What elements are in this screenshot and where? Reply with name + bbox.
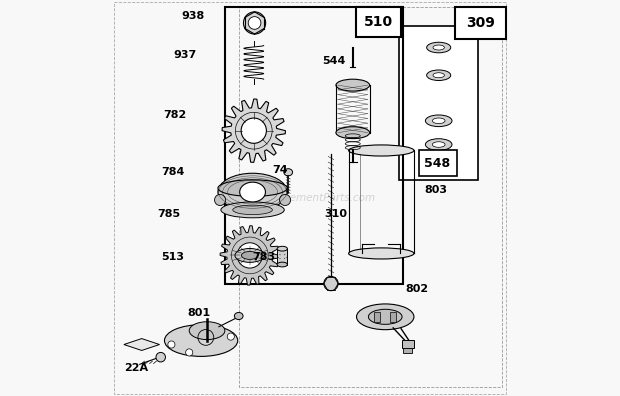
Text: 782: 782 <box>164 110 187 120</box>
Ellipse shape <box>218 180 287 196</box>
Text: 801: 801 <box>187 308 210 318</box>
Circle shape <box>248 17 261 29</box>
Bar <box>277 249 288 265</box>
Ellipse shape <box>218 173 287 211</box>
Ellipse shape <box>348 145 414 156</box>
Ellipse shape <box>277 246 288 251</box>
Text: 544: 544 <box>322 56 345 67</box>
Ellipse shape <box>240 182 265 202</box>
Bar <box>239 7 502 387</box>
Bar <box>399 26 478 180</box>
Ellipse shape <box>277 262 288 267</box>
Circle shape <box>228 333 234 340</box>
Text: ©ReplacementParts.com: ©ReplacementParts.com <box>244 193 376 203</box>
Text: 310: 310 <box>324 209 347 219</box>
Ellipse shape <box>235 249 265 263</box>
Text: 784: 784 <box>161 167 185 177</box>
Text: 74: 74 <box>272 165 288 175</box>
Bar <box>404 348 412 353</box>
Ellipse shape <box>284 169 293 176</box>
Bar <box>419 150 456 176</box>
Text: 22A: 22A <box>124 363 148 373</box>
Ellipse shape <box>242 251 258 259</box>
Polygon shape <box>222 99 285 162</box>
Text: 510: 510 <box>363 15 392 29</box>
Ellipse shape <box>164 325 237 356</box>
Text: 309: 309 <box>466 16 495 30</box>
Ellipse shape <box>221 202 284 218</box>
Circle shape <box>241 118 267 143</box>
Ellipse shape <box>425 115 452 127</box>
Circle shape <box>156 352 166 362</box>
Text: 548: 548 <box>425 157 451 169</box>
Ellipse shape <box>427 42 451 53</box>
Circle shape <box>237 243 262 268</box>
Circle shape <box>215 194 226 206</box>
Bar <box>355 7 401 37</box>
Ellipse shape <box>433 73 445 78</box>
Ellipse shape <box>348 248 414 259</box>
Ellipse shape <box>433 45 445 50</box>
Ellipse shape <box>336 127 370 139</box>
Bar <box>225 7 403 284</box>
Text: 938: 938 <box>181 11 205 21</box>
Text: 937: 937 <box>174 50 197 61</box>
Bar <box>374 312 381 322</box>
Polygon shape <box>220 226 280 285</box>
Ellipse shape <box>432 142 445 147</box>
Text: 803: 803 <box>425 185 448 195</box>
Ellipse shape <box>336 79 370 91</box>
Circle shape <box>280 194 291 206</box>
Bar <box>390 312 396 322</box>
Ellipse shape <box>234 312 243 320</box>
Bar <box>402 340 414 348</box>
Circle shape <box>324 276 338 291</box>
Ellipse shape <box>232 205 272 215</box>
Ellipse shape <box>432 118 445 124</box>
Circle shape <box>244 12 265 34</box>
Text: 785: 785 <box>157 209 180 219</box>
Text: 513: 513 <box>161 252 185 263</box>
Text: 802: 802 <box>405 284 428 294</box>
Circle shape <box>168 341 175 348</box>
Ellipse shape <box>368 309 402 324</box>
Ellipse shape <box>189 322 225 339</box>
Circle shape <box>185 349 193 356</box>
Text: 783: 783 <box>252 252 276 263</box>
Ellipse shape <box>356 304 414 329</box>
Polygon shape <box>124 339 159 350</box>
Bar <box>454 7 506 39</box>
Ellipse shape <box>425 139 452 150</box>
Ellipse shape <box>427 70 451 80</box>
